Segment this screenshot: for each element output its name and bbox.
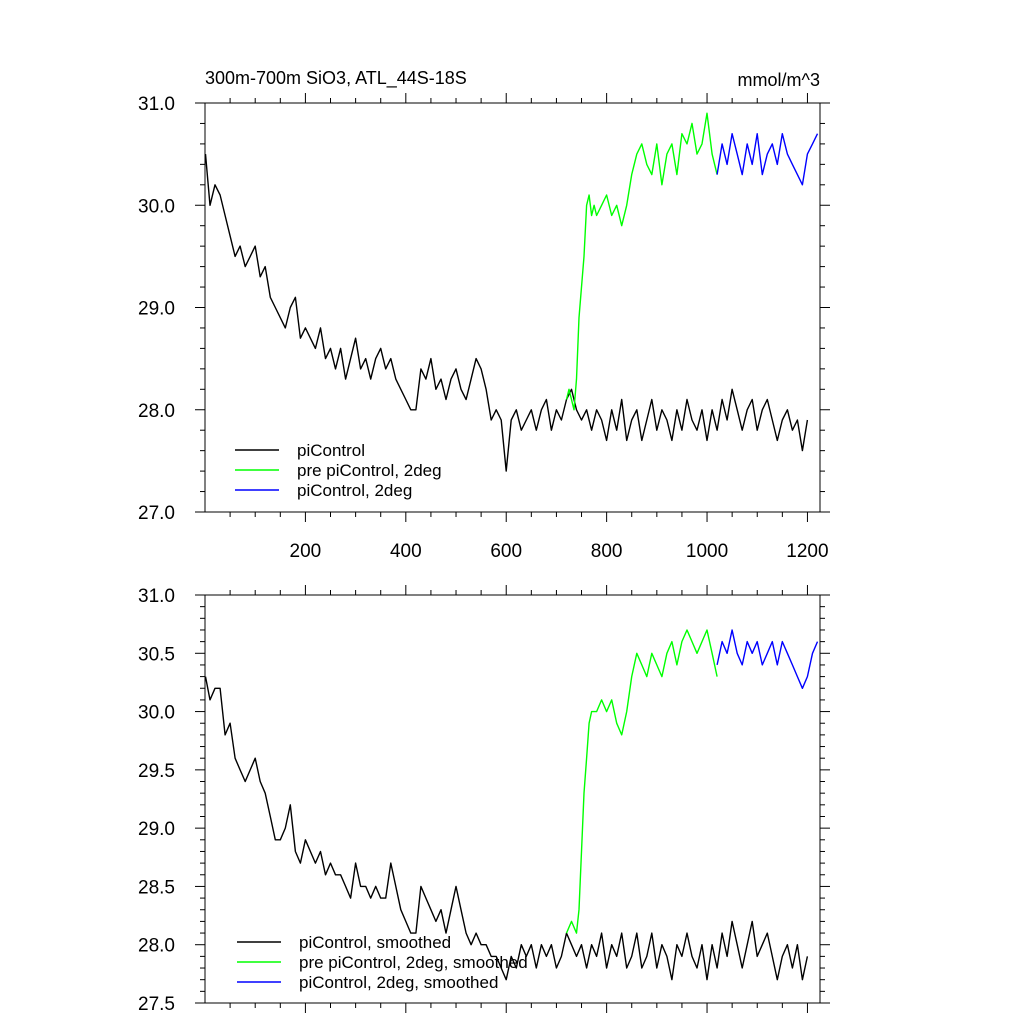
legend-label: piControl, 2deg, smoothed: [299, 973, 498, 992]
units-label: mmol/m^3: [738, 70, 820, 90]
series-line-2: [565, 629, 718, 934]
y-tick-label: 29.0: [138, 819, 175, 840]
series-line-3: [716, 132, 819, 186]
legend-label: piControl: [297, 441, 365, 460]
series-line-2: [565, 112, 718, 411]
legend-label: piControl, 2deg: [297, 481, 412, 500]
top-panel: 27.0 28.0 29.0 30.0 31.0 200 400 600 800 1000 1200…: [138, 93, 830, 562]
y-tick-label: 28.0: [138, 936, 175, 957]
x-tick-label: 1000: [686, 541, 728, 562]
series-line-1: [204, 154, 809, 472]
y-tick-label: 30.5: [138, 644, 175, 665]
x-tick-label: 600: [490, 541, 522, 562]
y-tick-label: 30.0: [138, 196, 175, 217]
x-tick-label: 1200: [786, 541, 828, 562]
y-tick-label: 27.5: [138, 994, 175, 1015]
y-tick-label: 29.5: [138, 761, 175, 782]
y-tick-label: 28.0: [138, 401, 175, 422]
chart-title: 300m-700m SiO3, ATL_44S-18S: [205, 68, 467, 89]
y-tick-label: 30.0: [138, 703, 175, 724]
x-tick-label: 800: [591, 541, 623, 562]
series-line-1: [204, 676, 809, 981]
x-tick-label: 200: [290, 541, 322, 562]
y-tick-label: 31.0: [138, 94, 175, 115]
series-line-3: [716, 629, 819, 689]
bottom-panel: 27.5 28.0 28.5 29.0 29.5 30.0 30.5 31.0 piContro…: [138, 585, 830, 1015]
legend-label: pre piControl, 2deg: [297, 461, 442, 480]
plot-frame: [204, 594, 821, 1004]
y-tick-label: 28.5: [138, 877, 175, 898]
y-tick-label: 27.0: [138, 503, 175, 524]
legend-label: piControl, smoothed: [299, 933, 451, 952]
y-tick-label: 29.0: [138, 299, 175, 320]
x-tick-label: 400: [390, 541, 422, 562]
y-tick-label: 31.0: [138, 586, 175, 607]
legend-label: pre piControl, 2deg, smoothed: [299, 953, 528, 972]
